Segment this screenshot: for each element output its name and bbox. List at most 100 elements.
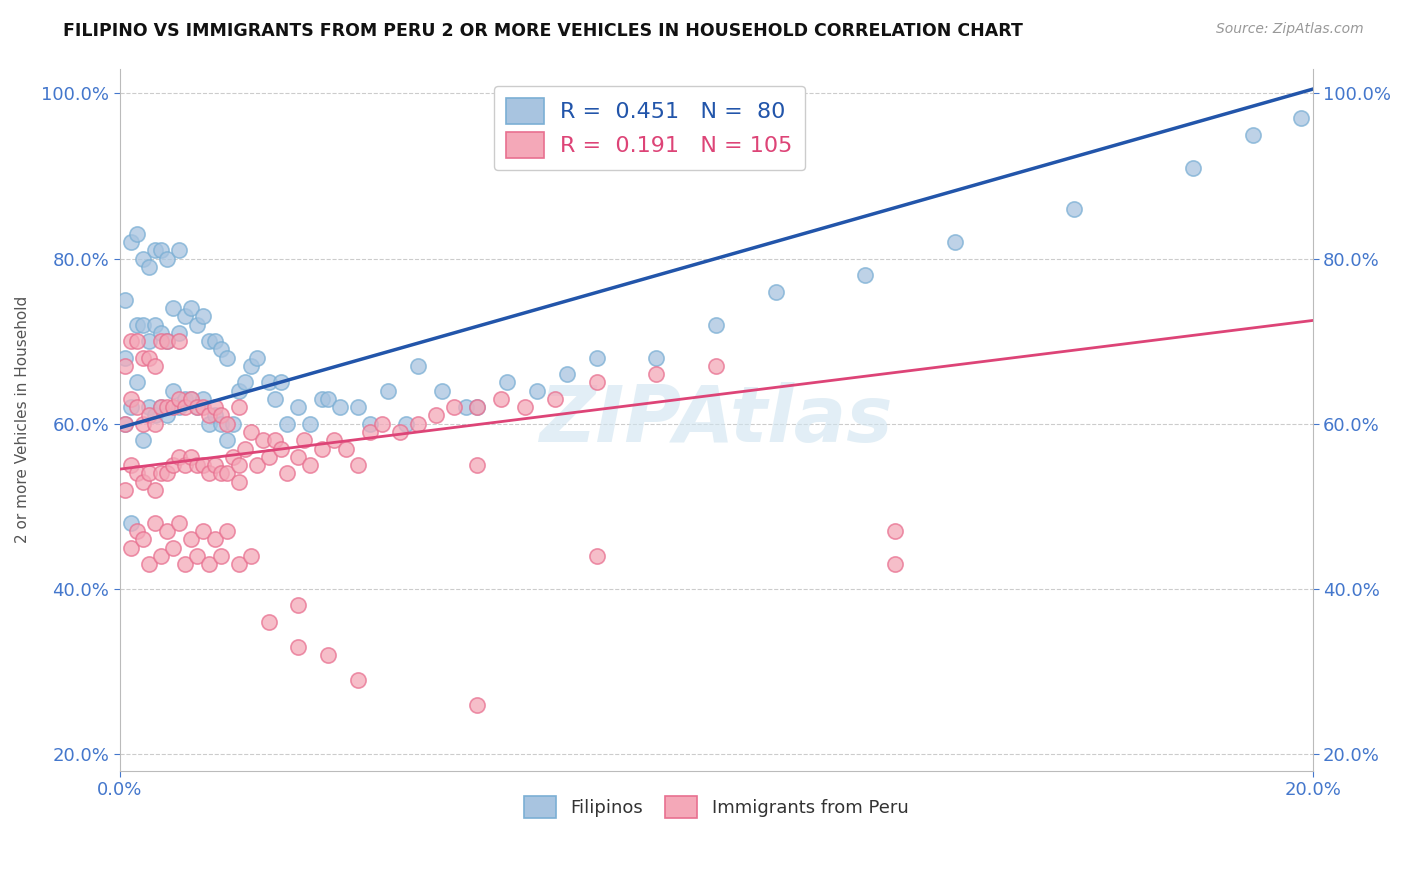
Point [132, 252, 155, 266]
Point [853, 268, 876, 282]
Point [150, 334, 173, 348]
Point [120, 516, 142, 530]
Point [143, 483, 166, 497]
Point [114, 483, 136, 497]
Point [156, 524, 179, 538]
Point [132, 475, 155, 489]
Point [143, 409, 166, 423]
Point [263, 434, 285, 448]
Point [150, 244, 173, 258]
Point [884, 557, 907, 571]
Point [276, 417, 298, 431]
Point [162, 541, 184, 555]
Point [198, 409, 221, 423]
Point [132, 417, 155, 431]
Point [359, 425, 381, 439]
Point [215, 417, 238, 431]
Y-axis label: 2 or more Vehicles in Household: 2 or more Vehicles in Household [15, 296, 30, 543]
Point [388, 425, 411, 439]
Point [114, 293, 136, 307]
Point [167, 334, 190, 348]
Point [204, 334, 226, 348]
Point [406, 359, 429, 373]
Point [515, 401, 537, 415]
Point [198, 334, 221, 348]
Point [120, 334, 142, 348]
Point [943, 235, 966, 249]
Point [186, 401, 208, 415]
Point [143, 516, 166, 530]
Point [204, 533, 226, 547]
Point [138, 409, 160, 423]
Point [765, 285, 787, 299]
Point [443, 401, 465, 415]
Point [287, 640, 309, 654]
Point [430, 384, 453, 398]
Point [127, 524, 149, 538]
Point [174, 310, 197, 324]
Point [156, 401, 179, 415]
Point [544, 392, 567, 406]
Point [585, 549, 607, 563]
Point [425, 409, 447, 423]
Point [150, 401, 173, 415]
Point [138, 557, 160, 571]
Point [204, 458, 226, 472]
Point [323, 434, 346, 448]
Point [454, 401, 477, 415]
Point [246, 458, 269, 472]
Point [233, 442, 256, 456]
Point [1182, 161, 1205, 175]
Point [704, 318, 727, 332]
Point [228, 557, 250, 571]
Point [1063, 202, 1085, 216]
Point [198, 557, 221, 571]
Point [162, 401, 184, 415]
Point [228, 384, 250, 398]
Point [347, 401, 370, 415]
Point [167, 401, 190, 415]
Point [180, 450, 202, 464]
Point [138, 467, 160, 481]
Point [287, 599, 309, 613]
Point [257, 450, 280, 464]
Point [209, 343, 232, 357]
Point [496, 376, 519, 390]
Point [257, 376, 280, 390]
Point [311, 392, 333, 406]
Point [127, 401, 149, 415]
Point [114, 417, 136, 431]
Point [127, 467, 149, 481]
Point [215, 524, 238, 538]
Point [228, 401, 250, 415]
Point [191, 458, 214, 472]
Point [395, 417, 418, 431]
Point [132, 434, 155, 448]
Point [228, 475, 250, 489]
Point [467, 698, 489, 712]
Point [167, 516, 190, 530]
Point [318, 392, 340, 406]
Point [143, 244, 166, 258]
Point [180, 392, 202, 406]
Point [246, 351, 269, 365]
Point [156, 334, 179, 348]
Point [406, 417, 429, 431]
Point [1289, 111, 1312, 125]
Point [186, 549, 208, 563]
Point [359, 417, 381, 431]
Point [127, 318, 149, 332]
Point [204, 409, 226, 423]
Point [174, 458, 197, 472]
Point [329, 401, 352, 415]
Point [270, 442, 292, 456]
Point [150, 549, 173, 563]
Point [204, 401, 226, 415]
Point [180, 533, 202, 547]
Point [198, 417, 221, 431]
Point [347, 458, 370, 472]
Point [138, 351, 160, 365]
Point [491, 392, 513, 406]
Point [239, 359, 262, 373]
Point [120, 392, 142, 406]
